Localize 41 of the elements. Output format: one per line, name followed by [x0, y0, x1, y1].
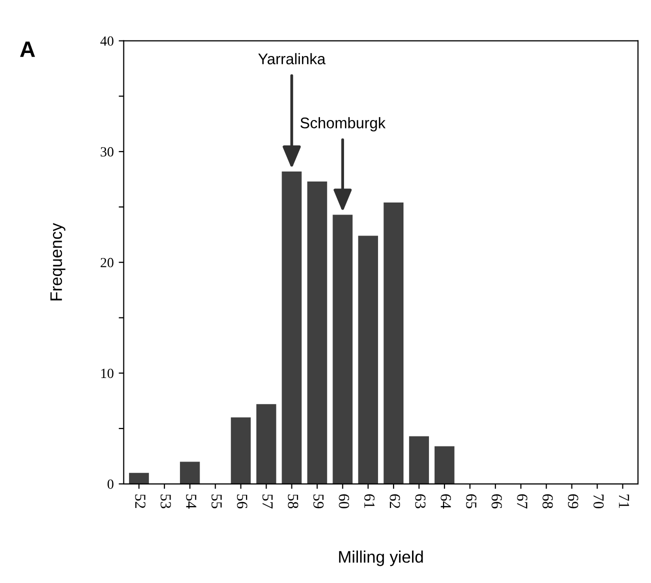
bar — [332, 214, 353, 484]
x-axis-title: Milling yield — [339, 550, 423, 566]
y-tick-label: 10 — [101, 368, 114, 378]
bar — [230, 417, 251, 484]
x-tick-label: 53 — [160, 494, 171, 508]
x-tick-label: 54 — [186, 494, 196, 509]
x-tick-label: 59 — [313, 494, 324, 508]
x-tick-label: 71 — [619, 494, 630, 508]
bar — [282, 172, 302, 484]
y-tick-label: 30 — [100, 147, 114, 157]
x-tick-label: 57 — [262, 494, 273, 508]
bar — [409, 436, 429, 484]
x-tick-label: 55 — [212, 494, 222, 508]
bar — [129, 472, 149, 484]
bar — [434, 446, 454, 484]
text: A — [20, 42, 35, 57]
x-tick-label: 65 — [466, 494, 476, 508]
x-tick-label: 52 — [135, 494, 146, 508]
annotation: Schomburgk — [300, 117, 386, 132]
bar — [358, 236, 378, 484]
x-tick-label: 58 — [288, 494, 298, 508]
y-tick-label: 0 — [108, 479, 114, 489]
x-tick-label: 66 — [492, 494, 502, 508]
bar — [307, 181, 328, 484]
bar — [384, 202, 404, 484]
x-tick-label: 70 — [593, 494, 604, 508]
x-tick-label: 64 — [440, 494, 451, 509]
x-tick-label: 69 — [568, 494, 578, 508]
x-tick-label: 68 — [542, 494, 553, 508]
y-tick-label: 40 — [100, 36, 114, 46]
x-tick-label: 56 — [236, 494, 248, 508]
bar — [180, 462, 200, 484]
x-tick-label: 63 — [415, 494, 426, 508]
y-axis-title: Frequency — [50, 223, 66, 300]
x-tick-label: 60 — [338, 494, 350, 508]
x-tick-label: 67 — [517, 494, 528, 508]
annotation: Yarralinka — [258, 53, 326, 64]
x-tick-label: 61 — [364, 494, 375, 508]
x-tick-label: 62 — [390, 494, 400, 508]
y-tick-label: 20 — [100, 258, 114, 268]
bar — [256, 404, 276, 484]
